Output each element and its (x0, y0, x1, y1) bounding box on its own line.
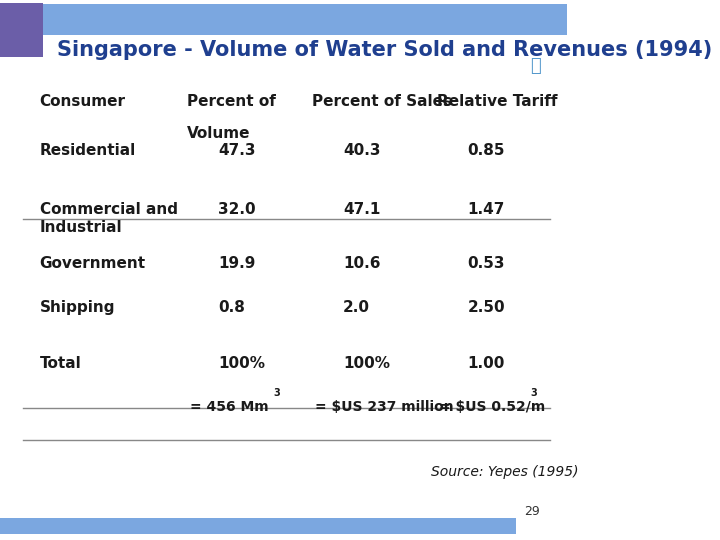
Text: 0.85: 0.85 (468, 143, 505, 158)
Text: 47.3: 47.3 (218, 143, 256, 158)
Text: 🔈: 🔈 (531, 57, 541, 75)
FancyBboxPatch shape (0, 4, 567, 35)
FancyBboxPatch shape (0, 518, 516, 534)
Text: Singapore - Volume of Water Sold and Revenues (1994): Singapore - Volume of Water Sold and Rev… (57, 39, 712, 60)
Text: 3: 3 (274, 388, 281, 398)
Text: 100%: 100% (343, 356, 390, 372)
Text: Residential: Residential (40, 143, 136, 158)
Text: Relative Tariff: Relative Tariff (436, 94, 557, 110)
Text: 0.53: 0.53 (468, 256, 505, 272)
Text: 3: 3 (530, 388, 537, 398)
Text: 100%: 100% (218, 356, 265, 372)
Text: Total: Total (40, 356, 81, 372)
Text: 47.1: 47.1 (343, 202, 380, 218)
Text: 2.50: 2.50 (468, 300, 505, 315)
Text: = 456 Mm: = 456 Mm (190, 400, 269, 414)
Text: 29: 29 (524, 505, 540, 518)
Text: Percent of: Percent of (187, 94, 276, 110)
Text: 32.0: 32.0 (218, 202, 256, 218)
Text: Percent of Sales: Percent of Sales (312, 94, 452, 110)
Text: Government: Government (40, 256, 146, 272)
Text: Consumer: Consumer (40, 94, 126, 110)
Text: 10.6: 10.6 (343, 256, 380, 272)
Text: Source: Yepes (1995): Source: Yepes (1995) (431, 465, 578, 480)
Text: 1.47: 1.47 (468, 202, 505, 218)
Text: 0.8: 0.8 (218, 300, 245, 315)
Text: 19.9: 19.9 (218, 256, 256, 272)
Text: Commercial and
Industrial: Commercial and Industrial (40, 202, 178, 235)
Text: Volume: Volume (187, 126, 251, 141)
Text: = $US 0.52/m: = $US 0.52/m (439, 400, 546, 414)
Text: 1.00: 1.00 (468, 356, 505, 372)
Text: Shipping: Shipping (40, 300, 115, 315)
FancyBboxPatch shape (0, 3, 42, 57)
Text: 40.3: 40.3 (343, 143, 380, 158)
Text: 2.0: 2.0 (343, 300, 370, 315)
Text: = $US 237 million: = $US 237 million (315, 400, 454, 414)
